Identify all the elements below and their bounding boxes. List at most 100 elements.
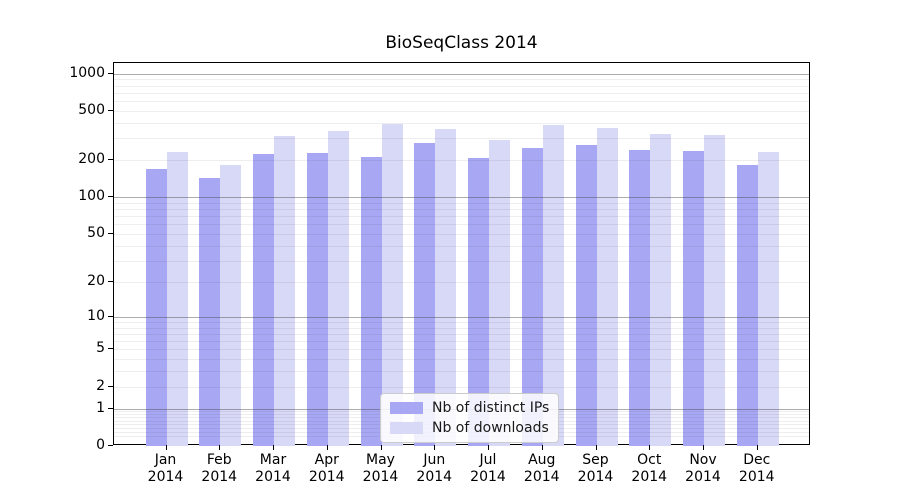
x-tick-label-line: Apr bbox=[314, 452, 339, 468]
x-tick-label-line: Jan bbox=[154, 452, 177, 468]
bar-downloads bbox=[704, 135, 725, 446]
x-tick-mark bbox=[703, 445, 704, 450]
x-tick-mark bbox=[326, 445, 328, 450]
x-tick-label-line: Jun bbox=[423, 452, 446, 468]
bar-downloads bbox=[435, 128, 457, 446]
legend: Nb of distinct IPs Nb of downloads bbox=[380, 393, 560, 443]
bar-distinct-ips bbox=[736, 164, 758, 446]
bar-distinct-ips bbox=[360, 156, 382, 446]
y-tick-mark bbox=[108, 445, 113, 446]
y-tick-label: 5 bbox=[96, 340, 105, 357]
x-tick-label-line: Nov bbox=[689, 452, 717, 468]
bar-distinct-ips bbox=[414, 142, 436, 446]
x-tick-label: Feb 2014 bbox=[189, 452, 249, 486]
x-tick-label-line: May bbox=[366, 452, 395, 468]
y-tick-label: 1 bbox=[96, 399, 105, 416]
x-tick-label-line: 2014 bbox=[470, 469, 506, 485]
bar-downloads bbox=[220, 165, 242, 446]
bars-layer bbox=[114, 63, 809, 446]
bar-downloads bbox=[650, 133, 672, 446]
bar-distinct-ips bbox=[468, 158, 489, 446]
x-tick-label-line: Oct bbox=[637, 452, 662, 468]
x-tick-mark bbox=[273, 445, 274, 450]
y-tick-label: 100 bbox=[78, 188, 105, 205]
x-tick-label-line: Aug bbox=[528, 452, 556, 468]
bar-downloads bbox=[381, 123, 403, 446]
x-tick-label-line: Jul bbox=[479, 452, 497, 468]
x-tick-label: Sep 2014 bbox=[566, 452, 626, 486]
bar-downloads bbox=[596, 127, 618, 446]
x-tick-mark bbox=[541, 445, 543, 450]
x-tick-label: Jun 2014 bbox=[404, 452, 464, 486]
legend-item: Nb of downloads bbox=[390, 420, 549, 436]
bar-distinct-ips bbox=[629, 149, 651, 446]
chart-title: BioSeqClass 2014 bbox=[385, 33, 538, 53]
y-tick-label: 500 bbox=[78, 102, 105, 118]
y-tick-label: 10 bbox=[87, 307, 105, 324]
bar-downloads bbox=[166, 152, 188, 446]
x-tick-label-line: Feb bbox=[206, 452, 232, 468]
bar-downloads bbox=[489, 139, 510, 446]
legend-item: Nb of distinct IPs bbox=[390, 400, 549, 416]
bar-downloads bbox=[542, 124, 564, 446]
x-tick-label: Apr 2014 bbox=[297, 452, 357, 486]
plot-area bbox=[113, 62, 810, 446]
bar-downloads bbox=[757, 152, 779, 446]
bar-distinct-ips bbox=[306, 152, 328, 446]
y-tick-label: 0 bbox=[96, 437, 105, 453]
x-tick-mark bbox=[380, 445, 382, 450]
x-tick-label-line: 2014 bbox=[685, 469, 721, 485]
legend-swatch bbox=[390, 402, 423, 414]
x-tick-label-line: 2014 bbox=[308, 469, 345, 485]
x-tick-label: Jul 2014 bbox=[458, 452, 518, 486]
y-tick-mark bbox=[108, 280, 113, 282]
y-tick-mark bbox=[108, 233, 113, 235]
x-tick-mark bbox=[219, 445, 221, 450]
y-tick-label: 2 bbox=[96, 377, 105, 394]
bar-downloads bbox=[327, 130, 349, 446]
x-tick-mark bbox=[434, 445, 436, 450]
y-tick-label: 50 bbox=[87, 225, 105, 242]
x-tick-mark bbox=[756, 445, 758, 450]
x-tick-label: Oct 2014 bbox=[619, 452, 679, 486]
bar-distinct-ips bbox=[575, 145, 597, 446]
x-tick-label: Nov 2014 bbox=[673, 452, 733, 486]
y-tick-mark bbox=[108, 407, 113, 409]
x-tick-label: Mar 2014 bbox=[243, 452, 303, 486]
y-tick-mark bbox=[108, 159, 113, 161]
y-tick-label: 20 bbox=[87, 272, 105, 289]
x-tick-label-line: 2014 bbox=[577, 469, 614, 485]
x-tick-label: Dec 2014 bbox=[727, 452, 787, 486]
x-tick-label-line: 2014 bbox=[631, 469, 668, 485]
x-tick-label: Jan 2014 bbox=[136, 452, 196, 486]
x-tick-label-line: Sep bbox=[582, 452, 609, 468]
y-tick-mark bbox=[108, 315, 113, 317]
x-tick-mark bbox=[488, 445, 489, 450]
x-tick-label-line: Mar bbox=[259, 452, 287, 468]
bar-distinct-ips bbox=[199, 178, 221, 446]
legend-swatch bbox=[390, 422, 423, 434]
legend-label: Nb of downloads bbox=[432, 420, 549, 436]
bar-downloads bbox=[274, 135, 295, 446]
y-tick-mark bbox=[108, 110, 113, 111]
x-tick-label-line: 2014 bbox=[147, 469, 184, 485]
x-tick-label-line: 2014 bbox=[738, 469, 775, 485]
x-tick-mark bbox=[649, 445, 651, 450]
y-tick-mark bbox=[108, 72, 113, 74]
x-tick-mark bbox=[165, 445, 167, 450]
x-tick-label: Aug 2014 bbox=[512, 452, 572, 486]
y-tick-mark bbox=[108, 385, 113, 387]
x-tick-mark bbox=[595, 445, 597, 450]
x-tick-label-line: Dec bbox=[743, 452, 771, 468]
x-tick-label-line: 2014 bbox=[362, 469, 399, 485]
bar-distinct-ips bbox=[683, 151, 704, 446]
legend-label: Nb of distinct IPs bbox=[432, 400, 550, 416]
y-tick-label: 1000 bbox=[69, 64, 105, 81]
x-tick-label-line: 2014 bbox=[201, 469, 238, 485]
bar-distinct-ips bbox=[145, 168, 167, 446]
x-tick-label-line: 2014 bbox=[523, 469, 560, 485]
x-tick-label-line: 2014 bbox=[255, 469, 291, 485]
bar-distinct-ips bbox=[253, 153, 274, 446]
y-tick-mark bbox=[108, 196, 113, 198]
